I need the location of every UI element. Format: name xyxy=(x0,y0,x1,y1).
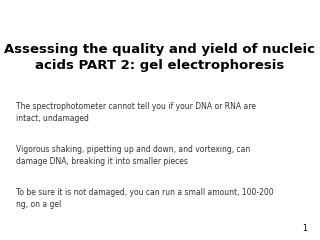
Text: Vigorous shaking, pipetting up and down, and vortexing, can
damage DNA, breaking: Vigorous shaking, pipetting up and down,… xyxy=(16,145,250,166)
Text: 1: 1 xyxy=(302,224,307,233)
Text: Assessing the quality and yield of nucleic
acids PART 2: gel electrophoresis: Assessing the quality and yield of nucle… xyxy=(4,43,316,72)
Text: To be sure it is not damaged, you can run a small amount, 100-200
ng, on a gel: To be sure it is not damaged, you can ru… xyxy=(16,188,274,209)
Text: The spectrophotometer cannot tell you if your DNA or RNA are
intact, undamaged: The spectrophotometer cannot tell you if… xyxy=(16,102,256,123)
